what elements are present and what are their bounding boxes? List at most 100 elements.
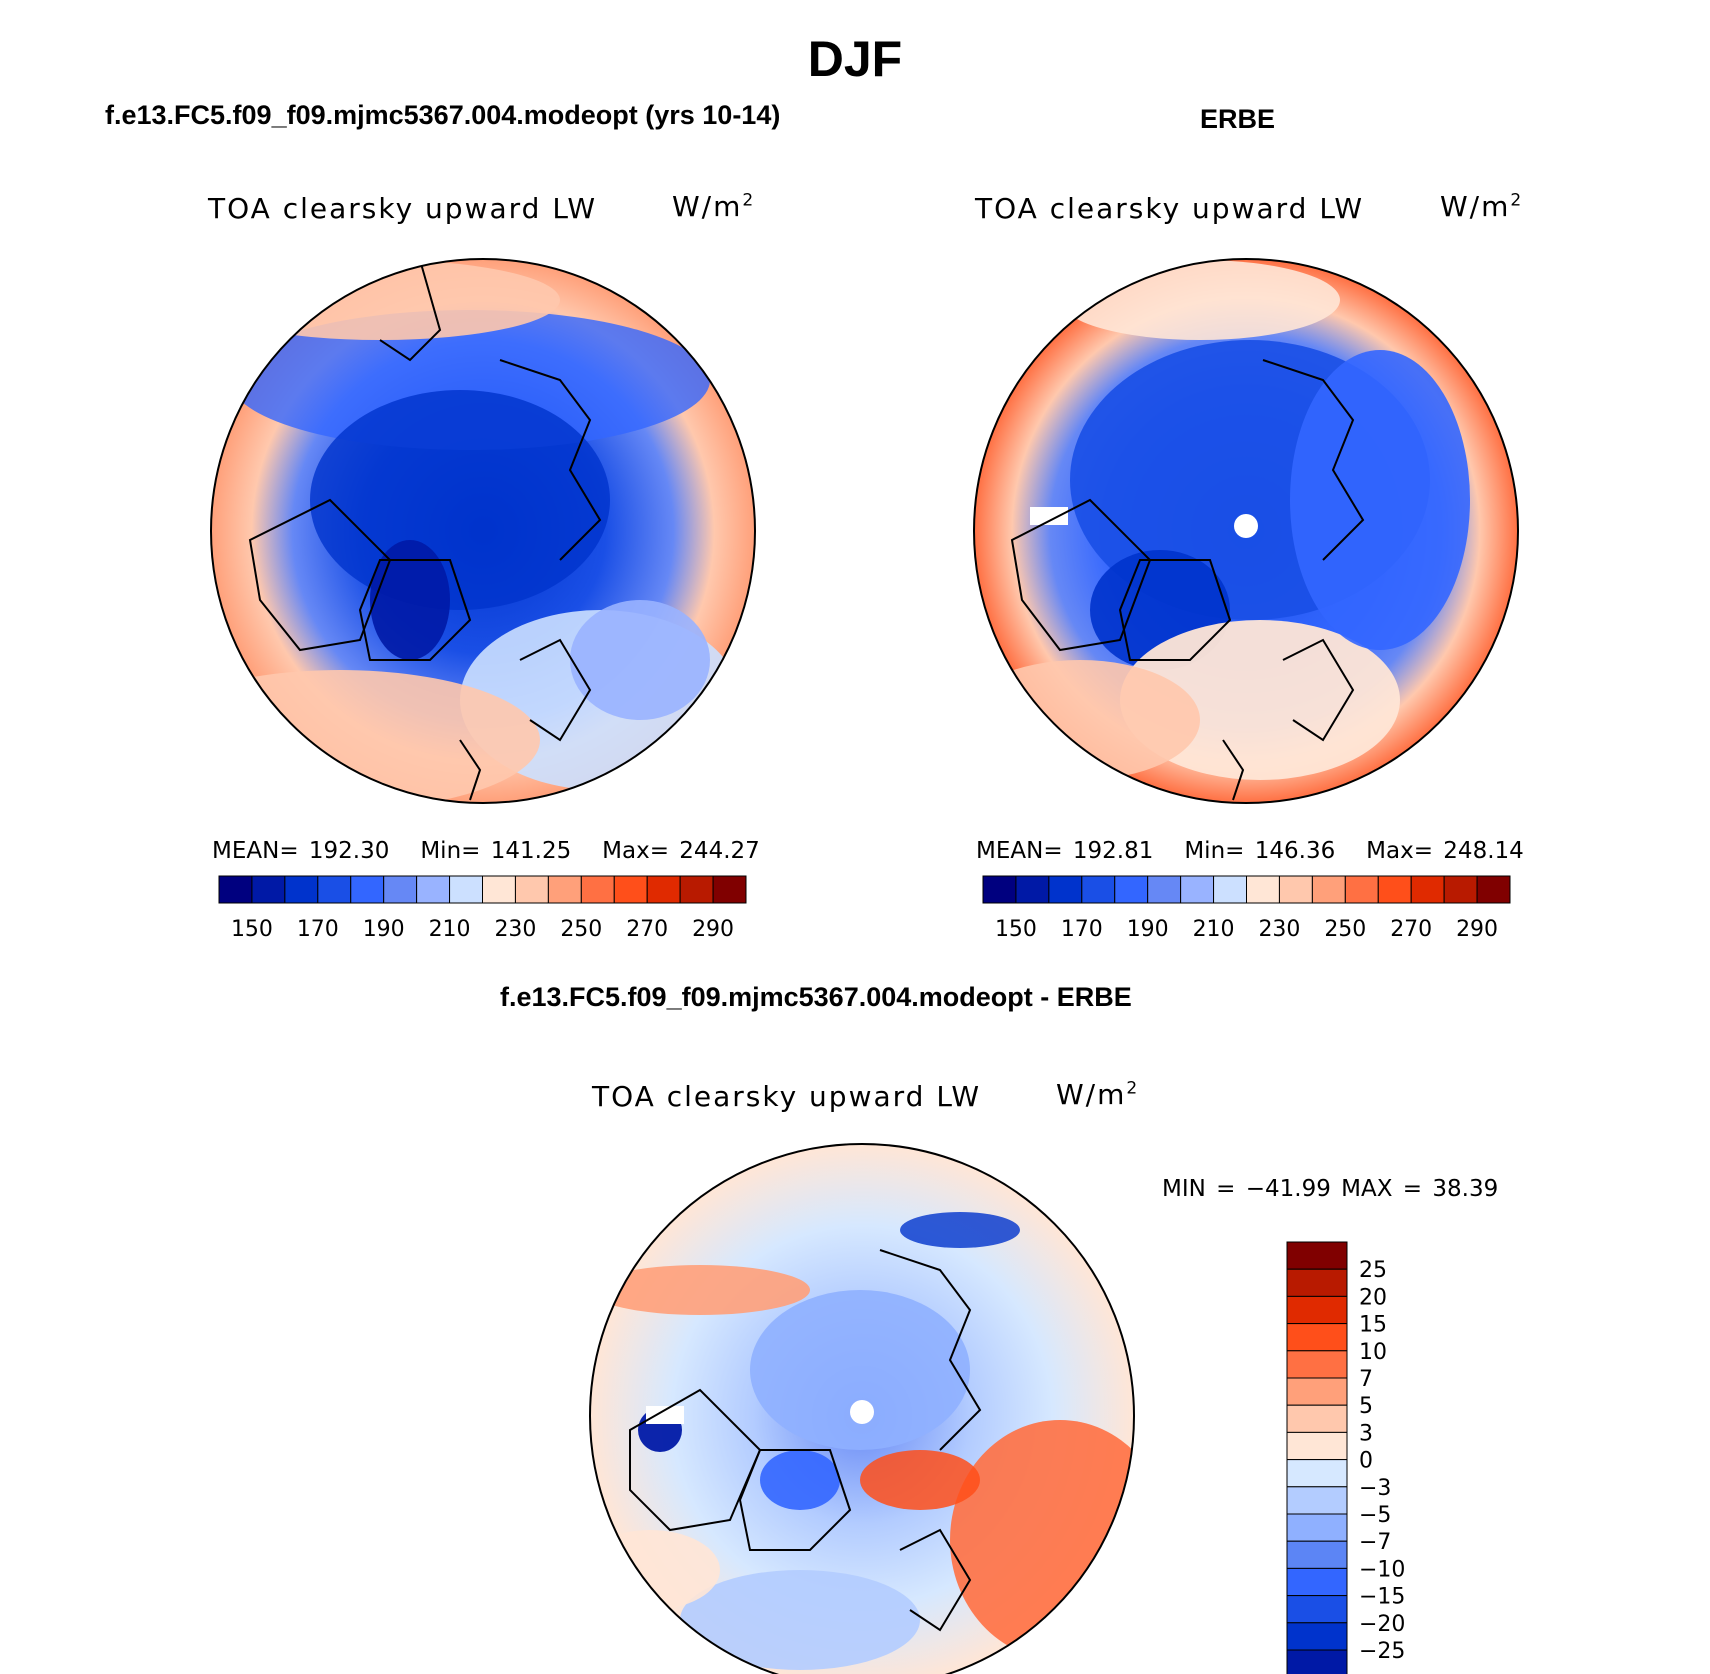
obs-colorbar-box: [1081, 875, 1116, 904]
model-colorbar-label: 210: [429, 917, 471, 942]
model-map: [211, 259, 755, 803]
model-colorbar-label: 190: [363, 917, 405, 942]
model-colorbar-box: [449, 875, 483, 904]
diff-map-border: [589, 1143, 1135, 1674]
diff-variable-label: TOA clearsky upward LW: [592, 1080, 982, 1113]
diff-colorbar-label: −10: [1359, 1557, 1405, 1582]
obs-colorbar-box: [1114, 875, 1149, 904]
obs-colorbar-box: [1246, 875, 1280, 904]
obs-colorbar-box: [1344, 875, 1379, 904]
diff-colorbar-box: [1286, 1268, 1348, 1297]
obs-colorbar-box: [1180, 875, 1215, 904]
diff-colorbar-box: [1286, 1404, 1348, 1433]
obs-units-label: W/m2: [1440, 190, 1524, 223]
obs-colorbar-label: 210: [1193, 917, 1235, 942]
model-colorbar-box: [712, 875, 747, 904]
model-colorbar-label: 150: [231, 917, 273, 942]
model-colorbar-box: [613, 875, 648, 904]
model-colorbar-label: 170: [297, 917, 339, 942]
model-colorbar-label: 250: [560, 917, 602, 942]
model-colorbar-box: [547, 875, 582, 904]
diff-colorbar-box: [1286, 1431, 1348, 1461]
obs-colorbar-label: 290: [1456, 917, 1498, 942]
obs-panel-title: ERBE: [1200, 104, 1276, 134]
figure-title: DJF: [807, 31, 903, 87]
diff-colorbar-box: [1286, 1595, 1348, 1624]
diff-colorbar-box: [1286, 1567, 1348, 1597]
diff-colorbar-label: 5: [1359, 1394, 1373, 1419]
diff-colorbar-label: 0: [1359, 1449, 1373, 1474]
diff-colorbar-box: [1286, 1486, 1348, 1515]
diff-map: [590, 1144, 1134, 1674]
diff-units-label: W/m2: [1056, 1078, 1140, 1111]
model-colorbar: 150 170 190 210 230 250 270 290: [218, 875, 747, 942]
model-colorbar-box: [317, 875, 352, 904]
model-colorbar-label: 230: [494, 917, 536, 942]
model-colorbar-box: [284, 875, 319, 904]
model-colorbar-label: 270: [626, 917, 668, 942]
obs-variable-label: TOA clearsky upward LW: [975, 192, 1365, 225]
diff-colorbar-label: 10: [1359, 1340, 1387, 1365]
obs-colorbar-box: [1410, 875, 1445, 904]
obs-pole-hole: [1234, 514, 1258, 538]
obs-colorbar-box: [982, 875, 1017, 904]
diff-colorbar-box: [1286, 1540, 1348, 1569]
model-variable-label: TOA clearsky upward LW: [208, 192, 598, 225]
diff-panel-title: f.e13.FC5.f09_f09.mjmc5367.004.modeopt -…: [500, 982, 1132, 1012]
diff-colorbar-box: [1286, 1350, 1348, 1379]
diff-colorbar-label: −7: [1359, 1530, 1391, 1555]
diff-colorbar-label: 3: [1359, 1421, 1373, 1446]
obs-colorbar-label: 170: [1061, 917, 1103, 942]
diff-colorbar-label: 25: [1359, 1258, 1387, 1283]
diff-colorbar-label: −15: [1359, 1585, 1405, 1610]
obs-colorbar-box: [1377, 875, 1412, 904]
obs-stats: MEAN= 192.81 Min= 146.36 Max= 248.14: [976, 838, 1524, 864]
obs-colorbar-box: [1015, 875, 1050, 904]
model-colorbar-label: 290: [692, 917, 734, 942]
obs-colorbar-label: 250: [1324, 917, 1366, 942]
model-units-label: W/m2: [672, 190, 756, 223]
model-colorbar-box: [350, 875, 385, 904]
model-colorbar-box: [218, 875, 253, 904]
diff-colorbar-label: 20: [1359, 1285, 1387, 1310]
diff-colorbar-box: [1286, 1377, 1348, 1406]
model-colorbar-box: [416, 875, 451, 904]
diff-colorbar-label: 7: [1359, 1367, 1373, 1392]
model-colorbar-box: [679, 875, 714, 904]
model-colorbar-box: [251, 875, 286, 904]
obs-colorbar-box: [1476, 875, 1511, 904]
diff-colorbar-box: [1286, 1323, 1348, 1352]
model-stats: MEAN= 192.30 Min= 141.25 Max= 244.27: [212, 838, 760, 864]
obs-colorbar-box: [1278, 875, 1313, 904]
obs-colorbar-box: [1443, 875, 1478, 904]
obs-colorbar-label: 230: [1258, 917, 1300, 942]
obs-colorbar-label: 150: [995, 917, 1037, 942]
obs-colorbar-label: 270: [1390, 917, 1432, 942]
obs-colorbar-label: 190: [1127, 917, 1169, 942]
model-colorbar-box: [383, 875, 418, 904]
obs-colorbar: 150 170 190 210 230 250 270 290: [982, 875, 1511, 942]
diff-minmax: MIN = −41.99 MAX = 38.39: [1162, 1176, 1499, 1202]
diff-colorbar-label: −5: [1359, 1503, 1391, 1528]
obs-colorbar-box: [1048, 875, 1083, 904]
diff-colorbar-label: −3: [1359, 1476, 1391, 1501]
diff-colorbar-box: [1286, 1513, 1348, 1542]
model-panel-title: f.e13.FC5.f09_f09.mjmc5367.004.modeopt (…: [105, 100, 781, 130]
diff-colorbar-label: −20: [1359, 1612, 1405, 1637]
model-colorbar-box: [646, 875, 681, 904]
model-colorbar-box: [580, 875, 615, 904]
model-colorbar-box: [482, 875, 516, 904]
obs-map: [974, 259, 1518, 803]
model-map-border: [210, 258, 756, 804]
diff-colorbar-label: 15: [1359, 1313, 1387, 1338]
obs-colorbar-box: [1213, 875, 1247, 904]
diff-colorbar-box: [1286, 1649, 1348, 1674]
obs-map-border: [973, 258, 1519, 804]
diff-pole-hole: [850, 1400, 874, 1424]
obs-colorbar-box: [1147, 875, 1182, 904]
diff-colorbar-box: [1286, 1241, 1348, 1270]
diff-colorbar-box: [1286, 1459, 1348, 1488]
diff-colorbar-box: [1286, 1295, 1348, 1325]
